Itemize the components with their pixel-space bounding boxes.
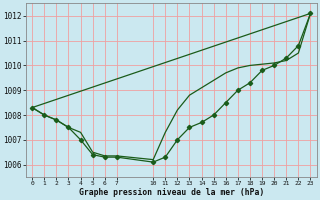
X-axis label: Graphe pression niveau de la mer (hPa): Graphe pression niveau de la mer (hPa)	[79, 188, 264, 197]
